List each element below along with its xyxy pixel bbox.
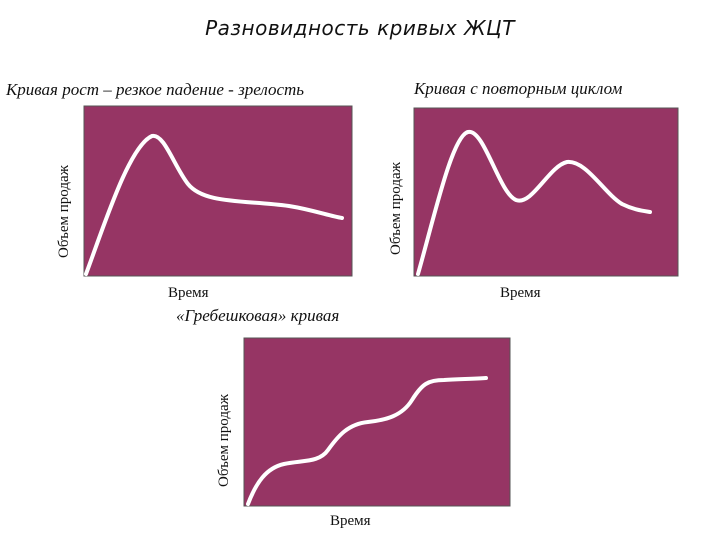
chart-3-curve [246,376,488,506]
chart-1-curve [84,133,344,276]
chart-3-x-label: Время [330,513,371,529]
chart-2-plot [413,107,679,277]
chart-2-curve [416,130,652,276]
chart-2-title: Кривая с повторным циклом [414,79,623,98]
chart-1-plot [83,105,353,277]
chart-3-y-label: Объем продаж [216,394,232,487]
page-title: Разновидность кривых ЖЦТ [205,16,515,40]
chart-1-title: Кривая рост – резкое падение - зрелость [6,80,305,99]
chart-3-plot [243,337,511,507]
chart-1-area [83,105,353,277]
chart-2-area [413,107,679,277]
chart-3-title: «Гребешковая» кривая [176,306,340,325]
chart-1-x-label: Время [168,285,209,301]
chart-2-x-label: Время [500,285,541,301]
chart-1-y-label: Объем продаж [56,165,72,258]
chart-2-y-label: Объем продаж [388,162,404,255]
